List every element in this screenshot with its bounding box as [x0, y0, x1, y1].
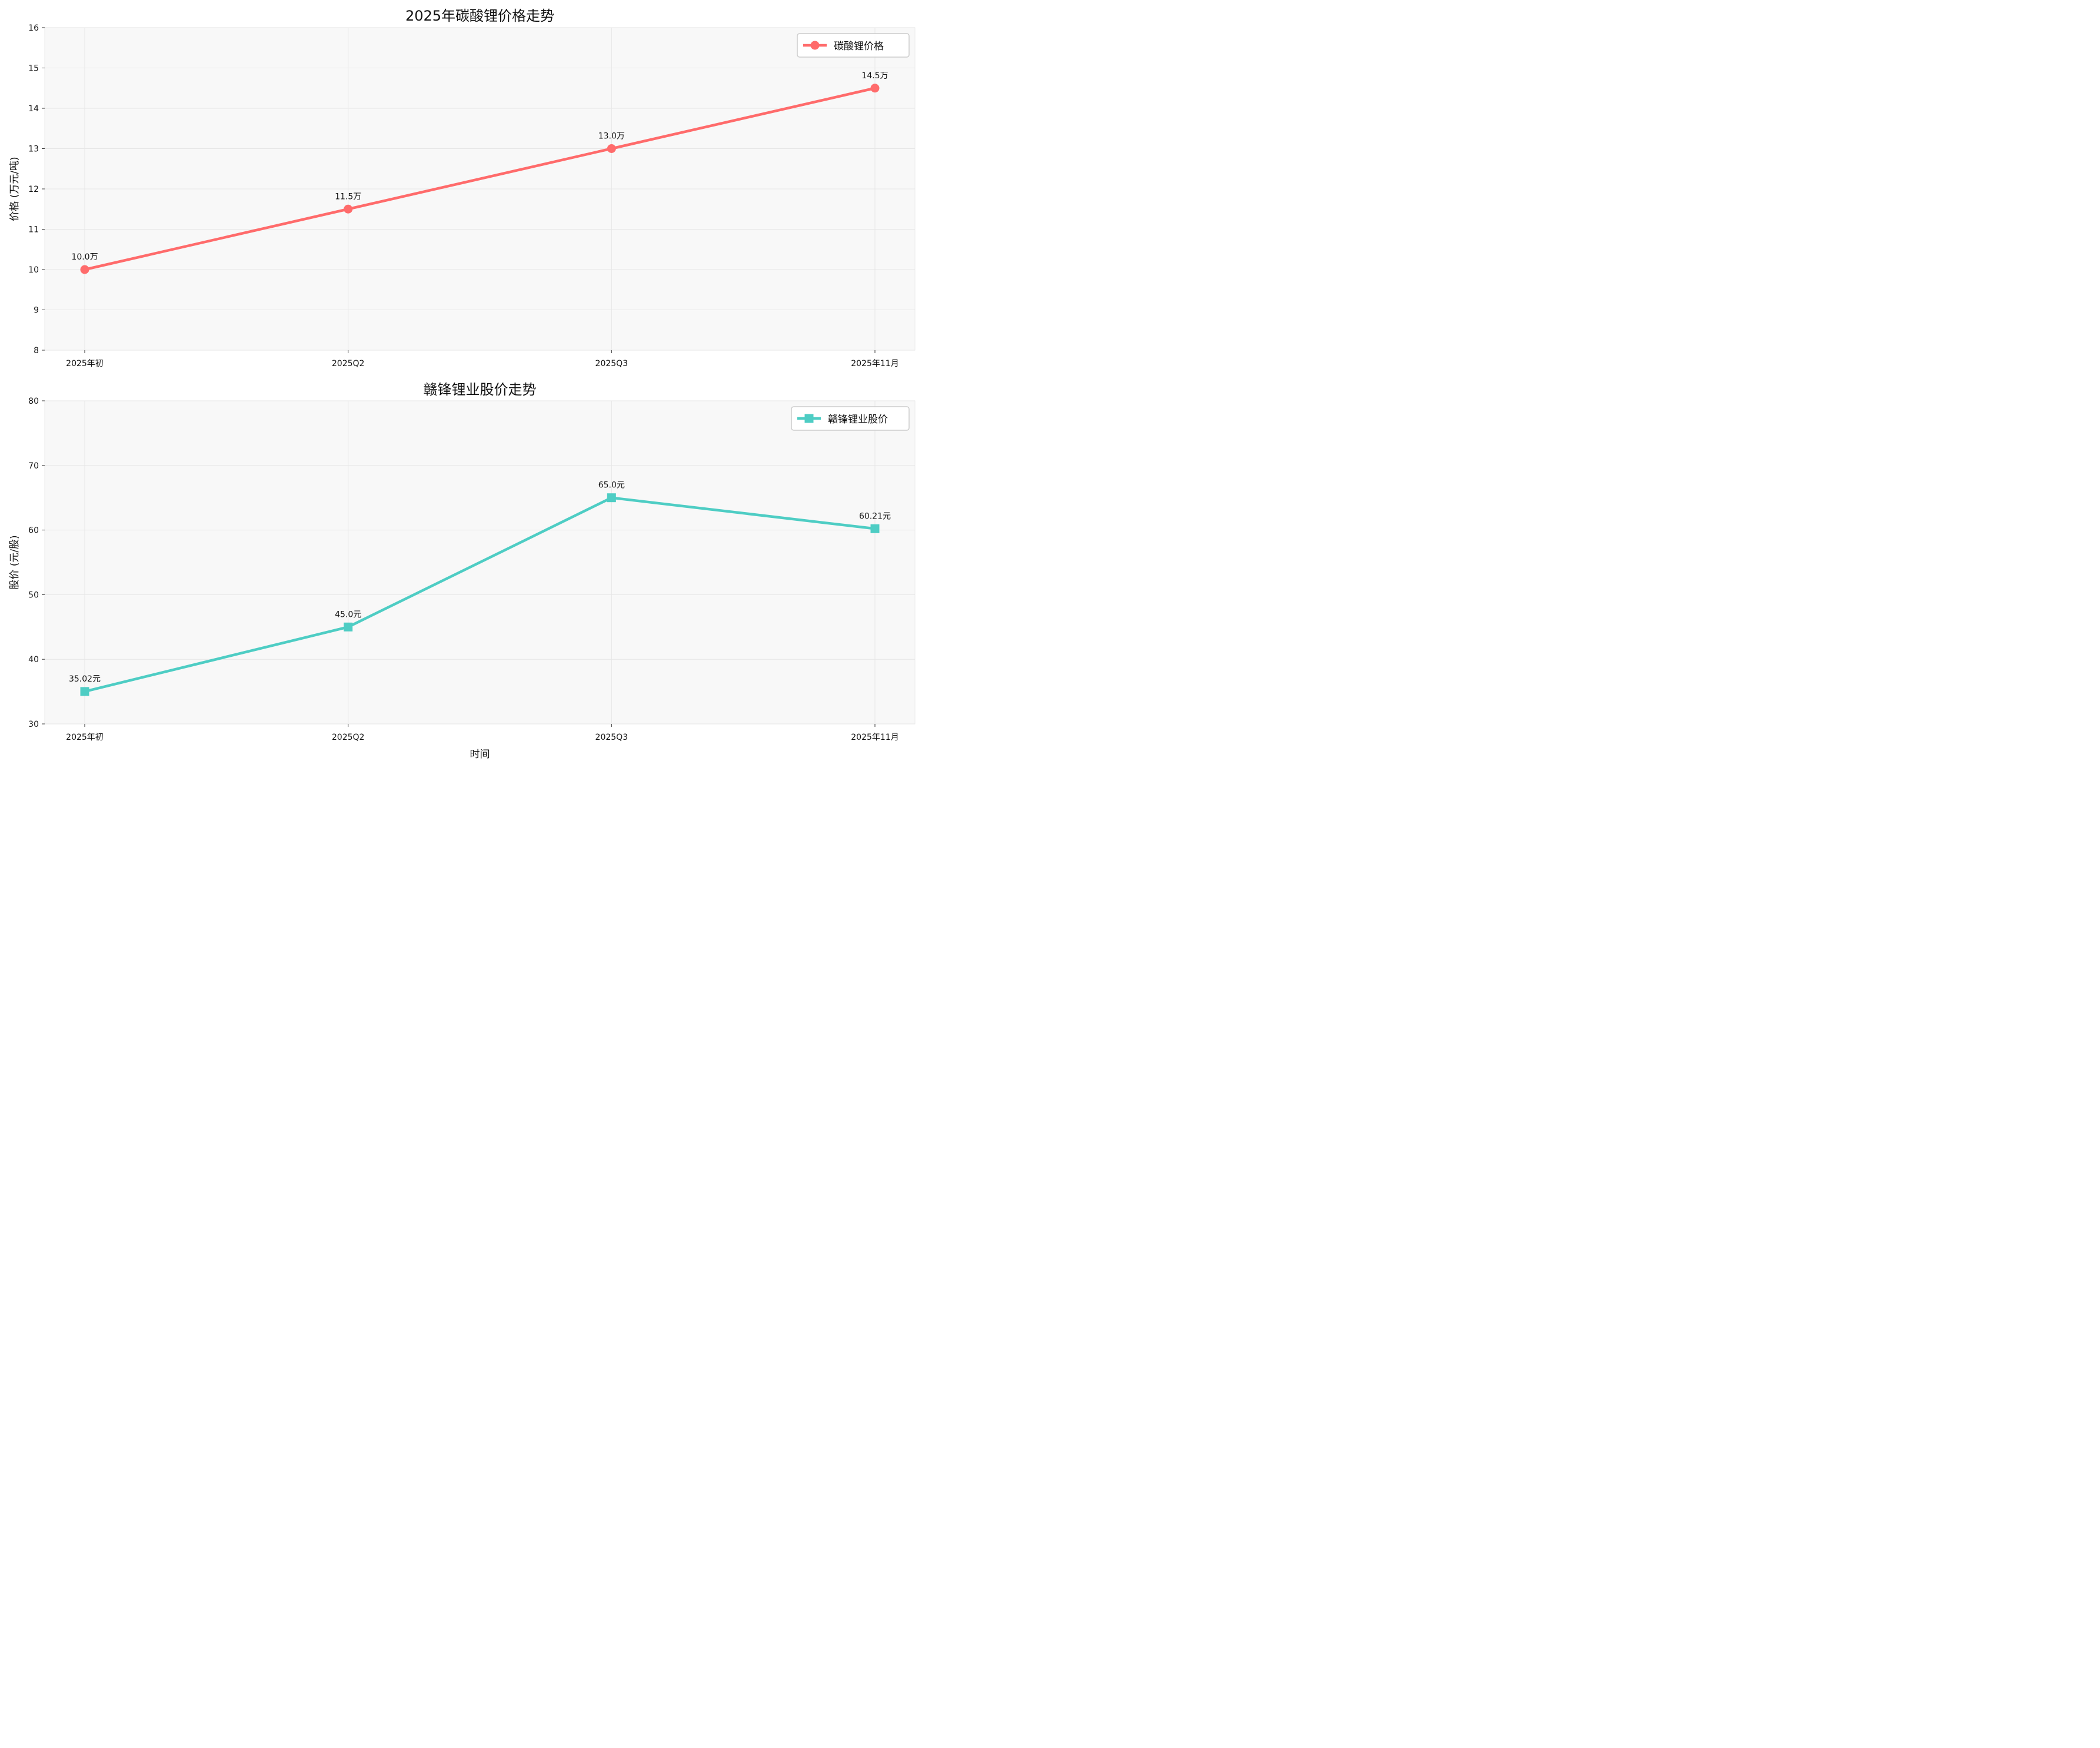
legend: 碳酸锂价格 — [797, 33, 910, 58]
figure: 8 9 10 11 12 13 14 15 16 2025年初 2025Q2 2025Q3 2025年1… — [0, 0, 923, 768]
subplot-2: 30 40 50 60 70 80 2025年初 2025Q2 2025Q3 2025年11月 赣锋… — [9, 381, 916, 760]
y-tick-label: 80 — [28, 397, 39, 406]
legend-label: 赣锋锂业股价 — [828, 414, 888, 426]
legend-marker-icon — [810, 41, 820, 50]
data-label: 10.0万 — [71, 252, 98, 262]
data-point-marker — [344, 204, 353, 214]
x-tick-label: 2025Q3 — [595, 359, 628, 368]
subplot-1: 8 9 10 11 12 13 14 15 16 2025年初 2025Q2 2025Q3 2025年1… — [9, 8, 916, 368]
data-label: 13.0万 — [598, 132, 625, 141]
series-line — [84, 87, 876, 271]
data-label: 45.0元 — [335, 610, 361, 619]
legend: 赣锋锂业股价 — [791, 406, 910, 431]
data-point-marker — [80, 265, 89, 274]
x-tick-label: 2025年初 — [66, 732, 104, 742]
x-tick-label: 2025Q3 — [595, 733, 628, 742]
chart-title: 2025年碳酸锂价格走势 — [405, 8, 554, 24]
y-tick-label: 60 — [28, 526, 39, 536]
data-label: 60.21元 — [859, 511, 891, 521]
x-tick-label: 2025年初 — [66, 358, 104, 368]
data-label: 14.5万 — [861, 71, 888, 81]
chart-title: 赣锋锂业股价走势 — [424, 381, 537, 398]
y-tick-label: 30 — [28, 720, 39, 729]
y-tick-label: 11 — [28, 225, 39, 235]
y-tick-label: 12 — [28, 185, 39, 194]
data-point-marker — [870, 524, 880, 533]
chart-canvas: 8 9 10 11 12 13 14 15 16 2025年初 2025Q2 2025Q3 2025年1… — [9, 8, 916, 760]
y-tick-label: 9 — [34, 306, 39, 315]
x-tick-label: 2025年11月 — [851, 359, 898, 368]
x-tick-label: 2025Q2 — [332, 733, 365, 742]
y-tick-label: 8 — [34, 346, 39, 355]
legend-label: 碳酸锂价格 — [834, 41, 884, 52]
x-axis-label: 时间 — [470, 749, 490, 760]
x-tick-label: 2025年11月 — [851, 733, 898, 742]
data-label: 35.02元 — [69, 674, 101, 684]
data-point-marker — [80, 687, 89, 696]
y-tick-label: 15 — [28, 64, 39, 74]
y-tick-label: 14 — [28, 104, 39, 114]
legend-marker-icon — [804, 414, 814, 423]
y-tick-label: 40 — [28, 655, 39, 664]
data-label: 11.5万 — [335, 192, 361, 201]
y-tick-label: 10 — [28, 265, 39, 275]
x-tick-label: 2025Q2 — [332, 359, 365, 368]
y-tick-label: 13 — [28, 145, 39, 154]
data-point-marker — [607, 144, 616, 153]
data-point-marker — [607, 493, 616, 503]
y-axis-label: 股价 (元/股) — [9, 535, 21, 589]
y-tick-label: 70 — [28, 461, 39, 471]
y-tick-label: 50 — [28, 590, 39, 600]
data-point-marker — [344, 622, 353, 632]
data-point-marker — [870, 84, 880, 93]
data-label: 65.0元 — [598, 481, 625, 490]
series-line — [84, 496, 876, 693]
y-tick-label: 16 — [28, 24, 39, 33]
y-axis-label: 价格 (万元/吨) — [9, 157, 21, 221]
